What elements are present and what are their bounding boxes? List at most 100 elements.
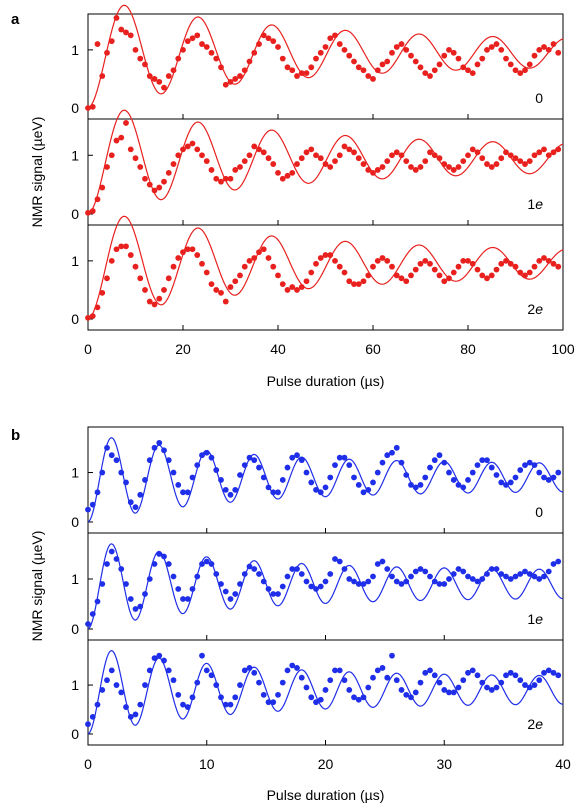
- data-point: [479, 576, 486, 582]
- data-point: [550, 41, 557, 47]
- data-point: [431, 152, 438, 159]
- data-point: [199, 561, 205, 567]
- data-point: [113, 246, 120, 253]
- data-point: [379, 558, 386, 565]
- data-point: [313, 152, 319, 159]
- data-point: [526, 571, 533, 577]
- data-point: [170, 161, 177, 167]
- data-point: [545, 568, 552, 575]
- data-point: [256, 571, 262, 577]
- data-point: [507, 479, 514, 486]
- data-point: [146, 576, 153, 582]
- data-point: [541, 146, 547, 153]
- data-point: [484, 161, 490, 167]
- data-point: [365, 684, 372, 691]
- x-tick-label: 100: [551, 341, 575, 357]
- data-point: [142, 61, 148, 68]
- data-point: [232, 76, 239, 82]
- data-point: [303, 684, 310, 691]
- data-point: [265, 35, 272, 42]
- data-point: [474, 578, 481, 585]
- data-point: [218, 289, 224, 296]
- data-point: [360, 489, 367, 496]
- data-point: [222, 175, 229, 182]
- data-point: [517, 467, 524, 473]
- data-point: [469, 469, 476, 476]
- data-point: [474, 266, 481, 273]
- data-point: [365, 167, 372, 173]
- data-point: [265, 699, 272, 706]
- data-point: [431, 578, 438, 585]
- data-point: [389, 263, 395, 270]
- data-point: [123, 479, 129, 486]
- data-point: [294, 566, 300, 572]
- data-point: [284, 64, 291, 71]
- data-point: [355, 481, 362, 488]
- x-tick-label: 20: [318, 756, 334, 772]
- data-point: [503, 149, 509, 156]
- data-point: [408, 164, 414, 170]
- data-point: [232, 591, 239, 597]
- data-point: [355, 155, 362, 162]
- data-point: [460, 64, 467, 71]
- data-point: [507, 576, 514, 582]
- data-point: [279, 477, 286, 483]
- data-point: [246, 665, 253, 671]
- data-point: [346, 52, 353, 59]
- data-point: [132, 155, 139, 162]
- data-point: [142, 477, 148, 483]
- data-point: [488, 464, 495, 471]
- data-point: [398, 152, 405, 159]
- data-point: [151, 655, 158, 662]
- data-point: [507, 669, 514, 676]
- data-point: [531, 462, 538, 469]
- data-point: [260, 149, 267, 156]
- data-point: [99, 581, 106, 587]
- data-point: [151, 76, 158, 82]
- data-point: [412, 167, 419, 173]
- data-point: [327, 252, 334, 258]
- data-point: [469, 146, 476, 153]
- data-point: [184, 38, 191, 45]
- data-point: [545, 477, 552, 483]
- data-point: [531, 263, 538, 270]
- data-point: [85, 105, 91, 111]
- data-point: [422, 158, 429, 165]
- data-point: [341, 454, 348, 461]
- subplot-label: 1e: [527, 611, 543, 627]
- data-point: [308, 479, 315, 486]
- data-point: [127, 713, 134, 720]
- data-point: [346, 278, 353, 285]
- data-point: [517, 571, 524, 577]
- data-point: [213, 55, 220, 62]
- data-point: [531, 573, 538, 580]
- data-point: [246, 257, 253, 264]
- data-point: [469, 70, 476, 77]
- data-point: [227, 701, 234, 708]
- data-point: [536, 469, 543, 476]
- data-point: [436, 452, 443, 459]
- data-point: [85, 721, 91, 728]
- data-point: [275, 169, 281, 176]
- data-point: [218, 694, 224, 701]
- data-point: [118, 26, 125, 33]
- data-point: [498, 155, 505, 162]
- data-point: [522, 568, 528, 575]
- data-point: [503, 672, 509, 679]
- data-point: [446, 576, 452, 582]
- data-point: [308, 694, 315, 701]
- data-point: [545, 46, 552, 53]
- data-point: [89, 313, 96, 319]
- data-point: [170, 677, 177, 684]
- data-point: [118, 566, 125, 572]
- data-point: [189, 694, 196, 701]
- data-point: [536, 677, 543, 684]
- data-point: [317, 696, 324, 703]
- data-point: [303, 469, 310, 476]
- data-point: [408, 573, 414, 580]
- data-point: [94, 598, 101, 605]
- data-point: [379, 255, 386, 261]
- data-point: [336, 41, 343, 47]
- data-point: [389, 152, 395, 159]
